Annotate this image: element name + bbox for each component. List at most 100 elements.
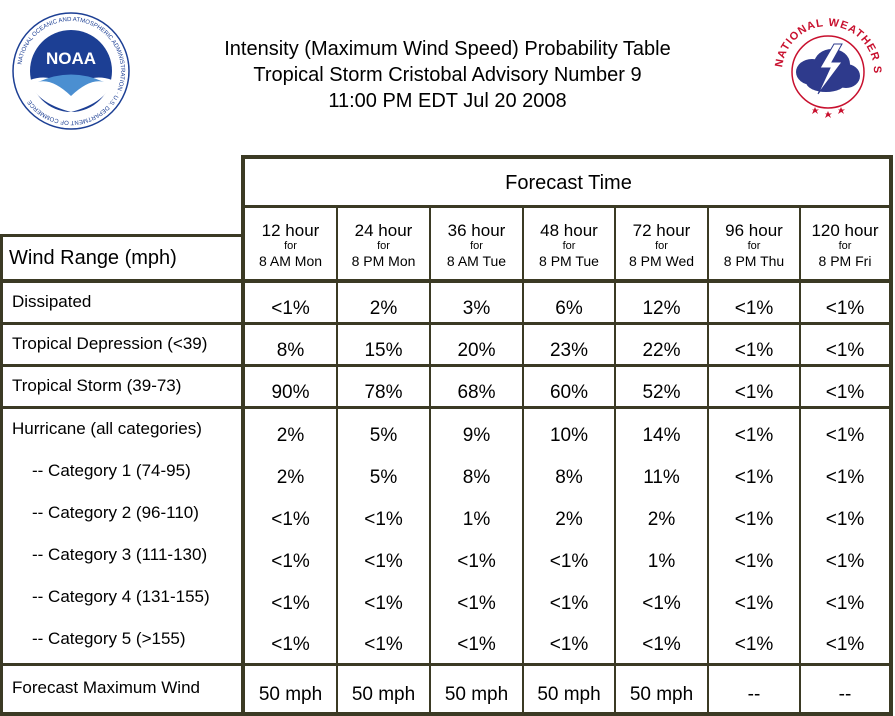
column-time: 8 PM Tue xyxy=(539,253,599,269)
row-label: Dissipated xyxy=(12,292,92,311)
table-cell: <1% xyxy=(364,509,403,530)
table-cell: 2% xyxy=(555,509,583,530)
table-cell: 2% xyxy=(369,298,398,319)
table-cell: 50 mph xyxy=(444,684,509,705)
table-cell: <1% xyxy=(825,634,865,655)
table-cell: <1% xyxy=(825,551,865,572)
wind-range-header: Wind Range (mph) xyxy=(9,247,177,269)
table-cell: <1% xyxy=(825,593,865,614)
table-cell: 15% xyxy=(364,340,403,361)
column-for: for xyxy=(284,240,297,252)
column-for: for xyxy=(747,240,761,252)
row-label: Tropical Depression (<39) xyxy=(12,334,208,353)
column-hour: 120 hour xyxy=(811,221,879,240)
table-cell: 8% xyxy=(276,340,305,361)
table-cell: <1% xyxy=(549,634,589,655)
table-cell: <1% xyxy=(271,298,310,319)
row-label: Tropical Storm (39-73) xyxy=(12,376,182,395)
table-cell: 5% xyxy=(369,425,398,446)
table-cell: -- xyxy=(838,684,852,705)
table-cell: 20% xyxy=(457,340,496,361)
table-cell: <1% xyxy=(734,509,774,530)
title-line-3: 11:00 PM EDT Jul 20 2008 xyxy=(328,90,567,112)
noaa-logo: NATIONAL OCEANIC AND ATMOSPHERIC ADMINIS… xyxy=(12,12,130,130)
row-label: -- Category 3 (111-130) xyxy=(32,545,208,564)
page-title: Intensity (Maximum Wind Speed) Probabili… xyxy=(150,36,745,114)
table-cell: 12% xyxy=(642,298,681,319)
table-cell: 8% xyxy=(555,467,583,488)
table-cell: <1% xyxy=(457,634,496,655)
column-header: 12 hour for 8 AM Mon xyxy=(245,221,336,270)
column-header: 72 hour for 8 PM Wed xyxy=(616,221,707,270)
title-line-2: Tropical Storm Cristobal Advisory Number… xyxy=(253,64,642,86)
forecast-time-header: Forecast Time xyxy=(505,172,632,194)
row-label: -- Category 1 (74-95) xyxy=(32,461,191,480)
table-cell: <1% xyxy=(364,551,403,572)
table-cell: 6% xyxy=(555,298,583,319)
table-cell: <1% xyxy=(734,340,774,361)
column-for: for xyxy=(562,240,576,252)
table-cell: <1% xyxy=(271,634,310,655)
table-cell: 90% xyxy=(271,382,310,403)
column-time: 8 PM Wed xyxy=(628,253,695,269)
table-cell: <1% xyxy=(642,634,681,655)
table-cell: 50 mph xyxy=(537,684,601,705)
table-cell: <1% xyxy=(734,551,774,572)
table-cell: 23% xyxy=(549,340,589,361)
column-header: 120 hour for 8 PM Fri xyxy=(801,221,889,270)
column-time: 8 PM Mon xyxy=(351,253,416,269)
table-cell: <1% xyxy=(549,551,589,572)
table-cell: 1% xyxy=(462,509,491,530)
column-time: 8 PM Fri xyxy=(818,253,872,269)
noaa-logo-text: NOAA xyxy=(46,49,96,68)
table-cell: 1% xyxy=(647,551,676,572)
column-hour: 72 hour xyxy=(632,221,691,240)
table-cell: <1% xyxy=(642,593,681,614)
table-cell: 14% xyxy=(642,425,681,446)
column-for: for xyxy=(655,240,668,252)
nws-logo: NATIONAL WEATHER SERVICE xyxy=(772,10,882,118)
column-time: 8 AM Tue xyxy=(446,253,507,269)
table-cell: 22% xyxy=(642,340,681,361)
table-cell: <1% xyxy=(364,593,403,614)
table-cell: 3% xyxy=(462,298,491,319)
row-label: -- Category 5 (>155) xyxy=(32,629,186,648)
table-cell: <1% xyxy=(734,298,774,319)
table-cell: <1% xyxy=(825,298,865,319)
table-cell: <1% xyxy=(457,593,496,614)
table-cell: <1% xyxy=(457,551,496,572)
table-cell: <1% xyxy=(549,593,589,614)
column-header: 36 hour for 8 AM Tue xyxy=(431,221,522,270)
table-cell: 78% xyxy=(364,382,403,403)
column-hour: 24 hour xyxy=(354,221,413,240)
column-header: 96 hour for 8 PM Thu xyxy=(709,221,799,270)
table-cell: <1% xyxy=(734,467,774,488)
table-cell: 10% xyxy=(549,425,589,446)
table-cell: -- xyxy=(747,684,761,705)
table-cell: 2% xyxy=(276,467,305,488)
table-cell: 60% xyxy=(549,382,589,403)
table-cell: <1% xyxy=(825,340,865,361)
row-label: -- Category 2 (96-110) xyxy=(32,503,199,522)
row-label: Hurricane (all categories) xyxy=(12,419,202,438)
table-cell: 52% xyxy=(642,382,681,403)
table-cell: <1% xyxy=(271,551,310,572)
table-cell: <1% xyxy=(734,382,774,403)
row-label: Forecast Maximum Wind xyxy=(12,678,200,697)
table-cell: <1% xyxy=(271,593,310,614)
table-cell: 2% xyxy=(647,509,676,530)
column-time: 8 AM Mon xyxy=(258,253,323,269)
table-cell: 2% xyxy=(276,425,305,446)
table-cell: <1% xyxy=(825,467,865,488)
table-cell: <1% xyxy=(364,634,403,655)
table-cell: 50 mph xyxy=(351,684,416,705)
column-hour: 96 hour xyxy=(725,221,783,240)
table-cell: 5% xyxy=(369,467,398,488)
column-for: for xyxy=(470,240,483,252)
table-cell: <1% xyxy=(271,509,310,530)
table-cell: 11% xyxy=(643,467,680,488)
column-time: 8 PM Thu xyxy=(723,253,785,269)
table-cell: 50 mph xyxy=(629,684,694,705)
column-for: for xyxy=(377,240,390,252)
table-cell: 8% xyxy=(462,467,491,488)
